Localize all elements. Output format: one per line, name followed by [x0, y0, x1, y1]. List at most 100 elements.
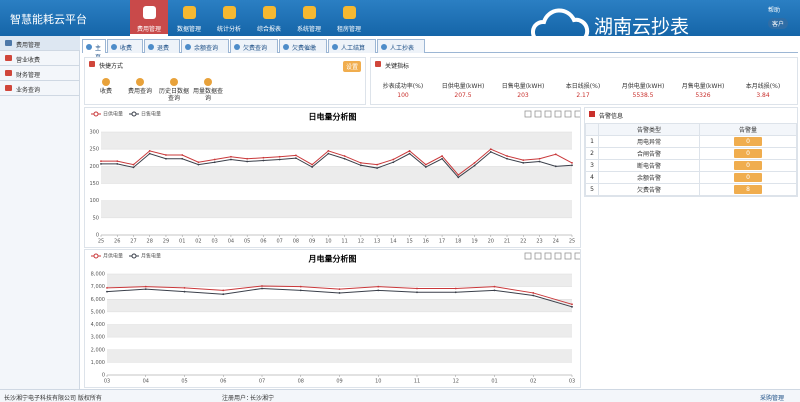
y-tick-label: 0 — [96, 233, 99, 239]
indicator-label: 日供电量(kWH) — [441, 83, 485, 90]
toolbar-icon[interactable] — [574, 252, 582, 260]
toolbar-icon[interactable] — [554, 110, 562, 118]
y-tick-label: 250 — [89, 147, 99, 153]
x-tick-label: 15 — [406, 239, 412, 245]
y-tick-label: 3,000 — [91, 335, 105, 341]
data-point — [441, 157, 443, 160]
alert-count: 0 — [734, 137, 762, 146]
indicator-label: 本日线损(%) — [565, 83, 601, 90]
x-tick-label: 06 — [220, 379, 226, 385]
tab[interactable]: 收费 — [107, 39, 143, 53]
tab[interactable]: 欠费查询 — [230, 39, 278, 53]
nav-item[interactable]: 租房管理 — [330, 0, 368, 36]
toolbar-icon[interactable] — [534, 252, 542, 260]
data-point — [261, 285, 263, 287]
toolbar-icon[interactable] — [564, 252, 572, 260]
nav-label: 综合报表 — [256, 26, 281, 33]
tab[interactable]: 主页 — [82, 39, 106, 61]
data-point — [359, 162, 362, 164]
data-point — [538, 157, 541, 160]
data-point — [377, 289, 380, 292]
indicator-value: 5326 — [695, 92, 711, 99]
copyright: 长沙湘宁电子科技有限公司 版权所有 — [4, 395, 102, 402]
nav-label: 租房管理 — [336, 26, 361, 33]
y-tick-label: 150 — [89, 181, 99, 187]
tab-label: 欠费查询 — [243, 45, 268, 52]
legend-label: 月售电量 — [141, 253, 161, 260]
sidebar-item[interactable]: 业务查询 — [0, 81, 80, 96]
nav-item[interactable]: 综合报表 — [250, 0, 288, 36]
alert-type: 欠费告警 — [598, 183, 700, 196]
indicator: 本日线损(%) 2.17 — [553, 82, 613, 100]
data-point — [213, 161, 216, 164]
row-index: 4 — [585, 171, 599, 184]
tab[interactable]: 余额查询 — [181, 39, 229, 53]
x-tick-label: 03 — [104, 379, 110, 385]
data-point — [278, 158, 281, 161]
footer-link[interactable]: 采购管理 — [760, 395, 785, 402]
data-point — [222, 289, 225, 292]
indicator-value: 203 — [517, 92, 529, 99]
series-line — [101, 148, 573, 176]
toolbar-icon[interactable] — [544, 252, 552, 260]
data-point — [424, 163, 427, 166]
shortcut[interactable]: 用量数据查询 — [193, 78, 223, 102]
data-point — [454, 287, 457, 290]
sidebar-item[interactable]: 营业收费 — [0, 51, 80, 66]
data-point — [416, 291, 418, 294]
data-point — [294, 157, 297, 159]
setting-button[interactable]: 设置 — [342, 61, 361, 72]
nav-item[interactable]: 系统管理 — [290, 0, 328, 36]
shortcut-label: 用量数据查询 — [193, 88, 224, 102]
nav-item[interactable]: 统计分析 — [210, 0, 248, 36]
shortcut[interactable]: 历史日数据查询 — [159, 78, 189, 102]
indicator-label: 月售电量(kWH) — [681, 83, 725, 90]
panel-title: 快捷方式 — [99, 63, 124, 70]
table-cell: 0 — [699, 135, 797, 148]
app-title: 智慧能耗云平台 — [10, 13, 87, 26]
data-point — [144, 288, 147, 291]
tab[interactable]: 人工结算 — [328, 39, 376, 53]
shortcut[interactable]: 费用查询 — [125, 78, 155, 95]
toolbar-icon[interactable] — [534, 110, 542, 118]
nav-item[interactable]: 数据管理 — [170, 0, 208, 36]
table-row: 5 欠费告警 8 — [585, 183, 797, 196]
watermark-text: 湖南云抄表 — [594, 16, 690, 38]
data-point — [106, 286, 108, 289]
x-tick-label: 11 — [341, 239, 347, 245]
toolbar-icon[interactable] — [544, 110, 552, 118]
tab-label: 欠费催缴 — [292, 45, 317, 52]
x-tick-label: 04 — [228, 239, 234, 245]
data-point — [359, 164, 362, 167]
alert-type: 余额告警 — [598, 171, 700, 184]
x-tick-label: 02 — [530, 379, 536, 385]
nav-item[interactable]: 费用管理 — [130, 0, 168, 36]
tab[interactable]: 欠费催缴 — [279, 39, 327, 53]
y-tick-label: 4,000 — [91, 322, 105, 328]
data-point — [489, 151, 492, 153]
toolbar-icon[interactable] — [524, 252, 532, 260]
sidebar-item[interactable]: 财务管理 — [0, 66, 80, 81]
user-button[interactable]: 客户 — [767, 18, 788, 29]
data-point — [299, 289, 302, 292]
table-cell: 8 — [699, 183, 797, 196]
table-cell — [585, 123, 599, 136]
help-link[interactable]: 帮助 — [767, 7, 780, 14]
data-point — [506, 157, 508, 160]
chart-panel: 日电量分析图 日供电量 日售电量 0 50 100 150 200 250 300 25 26 27 28… — [84, 107, 582, 248]
toolbar-icon[interactable] — [554, 252, 562, 260]
shortcut[interactable]: 收费 — [91, 78, 121, 95]
toolbar-icon[interactable] — [564, 110, 572, 118]
user-label: 注册用户： — [222, 395, 253, 402]
chart: 月电量分析图 月供电量 月售电量 0 1,000 2,000 3,000 4,000 5,000… — [91, 252, 582, 385]
sidebar-item[interactable]: 费用管理 — [0, 36, 80, 51]
data-point — [197, 163, 200, 166]
alert-count: 8 — [734, 185, 762, 194]
shortcut-panel: 快捷方式 设置 收费 费用查询 历史日数据查询 用量数据查询 — [84, 57, 366, 105]
tab[interactable]: 退费 — [144, 39, 180, 53]
toolbar-icon[interactable] — [574, 110, 582, 118]
data-point — [532, 292, 535, 294]
tab[interactable]: 人工抄表 — [377, 39, 425, 53]
toolbar-icon[interactable] — [524, 110, 532, 118]
